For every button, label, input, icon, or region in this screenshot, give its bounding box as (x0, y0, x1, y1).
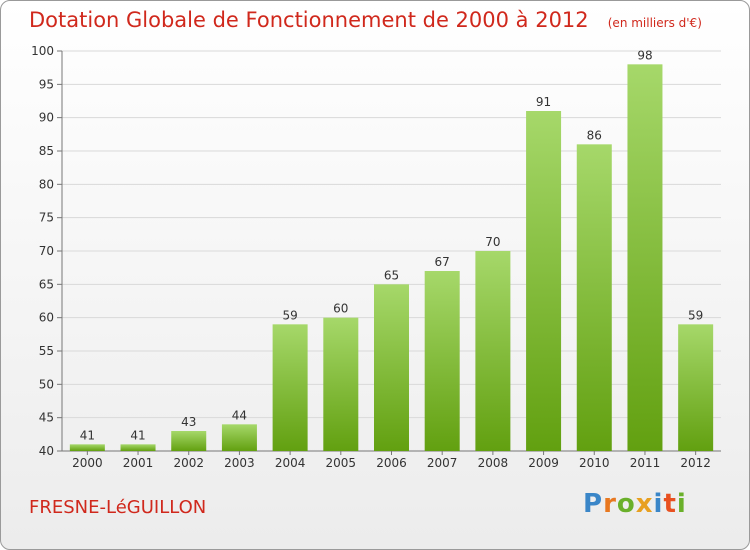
bar (221, 424, 257, 451)
y-tick-label: 40 (39, 444, 54, 458)
bar-value-label: 60 (333, 302, 348, 316)
y-tick-label: 60 (39, 311, 54, 325)
x-tick-label: 2011 (630, 456, 661, 470)
logo-letter: i (676, 489, 687, 519)
bar (475, 251, 511, 451)
x-tick-label: 2004 (275, 456, 306, 470)
bar-value-label: 44 (232, 408, 247, 422)
bar-value-label: 41 (130, 428, 145, 442)
y-tick-label: 95 (39, 77, 54, 91)
chart-title: Dotation Globale de Fonctionnement de 20… (29, 8, 702, 32)
bar-value-label: 70 (485, 235, 500, 249)
y-tick-label: 70 (39, 244, 54, 258)
bar (171, 431, 207, 451)
x-tick-label: 2000 (72, 456, 103, 470)
logo-letter: i (653, 489, 664, 519)
x-tick-label: 2009 (528, 456, 559, 470)
logo-letter: x (635, 489, 654, 519)
bar-value-label: 65 (384, 268, 399, 282)
bar (576, 144, 612, 452)
y-tick-label: 80 (39, 177, 54, 191)
logo-letter: P (583, 489, 604, 519)
x-tick-label: 2012 (680, 456, 711, 470)
proxiti-logo: Proxiti (583, 489, 687, 519)
y-tick-label: 50 (39, 377, 54, 391)
bar (323, 317, 359, 451)
bar (526, 111, 562, 451)
bar-value-label: 98 (637, 48, 652, 62)
x-tick-label: 2005 (326, 456, 357, 470)
logo-letter: t (663, 489, 677, 519)
logo-letter: o (616, 489, 636, 519)
chart-title-text: Dotation Globale de Fonctionnement de 20… (29, 8, 589, 32)
chart-unit-label: (en milliers d'€) (607, 16, 702, 30)
bar-value-label: 41 (80, 428, 95, 442)
x-tick-label: 2007 (427, 456, 458, 470)
commune-name: FRESNE-LéGUILLON (29, 497, 207, 518)
logo-letter: r (603, 489, 617, 519)
bar (424, 271, 460, 451)
y-tick-label: 75 (39, 211, 54, 225)
x-tick-label: 2003 (224, 456, 255, 470)
bar (627, 64, 663, 452)
bar (272, 324, 308, 451)
x-tick-label: 2008 (478, 456, 509, 470)
bar-value-label: 91 (536, 95, 551, 109)
x-tick-label: 2006 (376, 456, 407, 470)
x-tick-label: 2002 (173, 456, 204, 470)
bar (678, 324, 714, 451)
bar-value-label: 59 (688, 308, 703, 322)
bar-value-label: 59 (282, 308, 297, 322)
bar-value-label: 67 (435, 255, 450, 269)
y-tick-label: 65 (39, 277, 54, 291)
y-tick-label: 100 (31, 44, 54, 58)
y-tick-label: 85 (39, 144, 54, 158)
bar-value-label: 43 (181, 415, 196, 429)
y-tick-label: 55 (39, 344, 54, 358)
bar (120, 444, 156, 451)
x-tick-label: 2001 (123, 456, 154, 470)
y-tick-label: 90 (39, 111, 54, 125)
bar (374, 284, 409, 451)
y-tick-label: 45 (39, 411, 54, 425)
x-tick-label: 2010 (579, 456, 610, 470)
bar-value-label: 86 (587, 128, 602, 142)
bar (69, 444, 105, 451)
